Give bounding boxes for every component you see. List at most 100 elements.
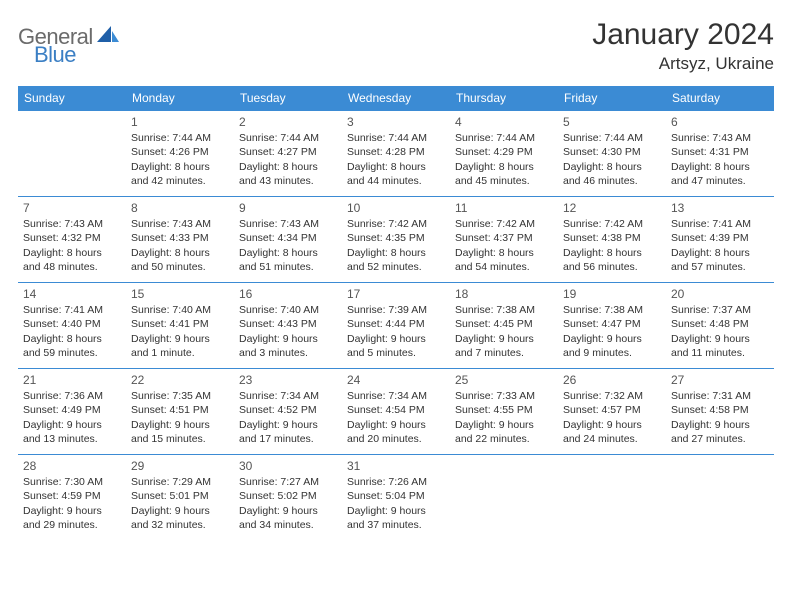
- sunrise-text: Sunrise: 7:44 AM: [131, 131, 229, 145]
- calendar-day-cell: 22Sunrise: 7:35 AMSunset: 4:51 PMDayligh…: [126, 369, 234, 455]
- daylight-text: Daylight: 9 hours and 29 minutes.: [23, 504, 121, 532]
- daylight-text: Daylight: 8 hours and 51 minutes.: [239, 246, 337, 274]
- day-number: 16: [239, 286, 337, 302]
- daylight-text: Daylight: 8 hours and 48 minutes.: [23, 246, 121, 274]
- day-number: 24: [347, 372, 445, 388]
- location-subtitle: Artsyz, Ukraine: [592, 54, 774, 74]
- day-number: 23: [239, 372, 337, 388]
- sunset-text: Sunset: 4:43 PM: [239, 317, 337, 331]
- sunrise-text: Sunrise: 7:43 AM: [131, 217, 229, 231]
- day-number: 25: [455, 372, 553, 388]
- calendar-day-cell: 27Sunrise: 7:31 AMSunset: 4:58 PMDayligh…: [666, 369, 774, 455]
- daylight-text: Daylight: 9 hours and 15 minutes.: [131, 418, 229, 446]
- calendar-day-cell: 3Sunrise: 7:44 AMSunset: 4:28 PMDaylight…: [342, 111, 450, 197]
- calendar-week-row: 21Sunrise: 7:36 AMSunset: 4:49 PMDayligh…: [18, 369, 774, 455]
- daylight-text: Daylight: 8 hours and 54 minutes.: [455, 246, 553, 274]
- calendar-day-cell: [18, 111, 126, 197]
- day-number: 29: [131, 458, 229, 474]
- sunrise-text: Sunrise: 7:44 AM: [347, 131, 445, 145]
- day-number: 1: [131, 114, 229, 130]
- daylight-text: Daylight: 8 hours and 56 minutes.: [563, 246, 661, 274]
- calendar-day-cell: 19Sunrise: 7:38 AMSunset: 4:47 PMDayligh…: [558, 283, 666, 369]
- day-number: 11: [455, 200, 553, 216]
- sunrise-text: Sunrise: 7:37 AM: [671, 303, 769, 317]
- daylight-text: Daylight: 8 hours and 43 minutes.: [239, 160, 337, 188]
- calendar-week-row: 28Sunrise: 7:30 AMSunset: 4:59 PMDayligh…: [18, 455, 774, 541]
- sunrise-text: Sunrise: 7:44 AM: [455, 131, 553, 145]
- sunset-text: Sunset: 4:52 PM: [239, 403, 337, 417]
- daylight-text: Daylight: 8 hours and 52 minutes.: [347, 246, 445, 274]
- day-number: 30: [239, 458, 337, 474]
- calendar-day-cell: 30Sunrise: 7:27 AMSunset: 5:02 PMDayligh…: [234, 455, 342, 541]
- daylight-text: Daylight: 9 hours and 37 minutes.: [347, 504, 445, 532]
- sunset-text: Sunset: 4:48 PM: [671, 317, 769, 331]
- day-number: 19: [563, 286, 661, 302]
- calendar-page: General January 2024 Artsyz, Ukraine Blu…: [0, 0, 792, 553]
- calendar-day-cell: 14Sunrise: 7:41 AMSunset: 4:40 PMDayligh…: [18, 283, 126, 369]
- calendar-day-cell: 28Sunrise: 7:30 AMSunset: 4:59 PMDayligh…: [18, 455, 126, 541]
- day-number: 13: [671, 200, 769, 216]
- daylight-text: Daylight: 9 hours and 27 minutes.: [671, 418, 769, 446]
- sunset-text: Sunset: 4:35 PM: [347, 231, 445, 245]
- sunset-text: Sunset: 5:04 PM: [347, 489, 445, 503]
- day-header: Tuesday: [234, 86, 342, 111]
- sunset-text: Sunset: 4:54 PM: [347, 403, 445, 417]
- calendar-day-cell: [666, 455, 774, 541]
- sunset-text: Sunset: 4:27 PM: [239, 145, 337, 159]
- calendar-day-cell: 25Sunrise: 7:33 AMSunset: 4:55 PMDayligh…: [450, 369, 558, 455]
- day-number: 10: [347, 200, 445, 216]
- day-number: 26: [563, 372, 661, 388]
- brand-part2-wrap: Blue: [34, 42, 76, 68]
- sunrise-text: Sunrise: 7:32 AM: [563, 389, 661, 403]
- sunset-text: Sunset: 4:31 PM: [671, 145, 769, 159]
- daylight-text: Daylight: 8 hours and 42 minutes.: [131, 160, 229, 188]
- day-number: 14: [23, 286, 121, 302]
- calendar-day-cell: 23Sunrise: 7:34 AMSunset: 4:52 PMDayligh…: [234, 369, 342, 455]
- sunset-text: Sunset: 4:39 PM: [671, 231, 769, 245]
- daylight-text: Daylight: 9 hours and 22 minutes.: [455, 418, 553, 446]
- calendar-day-cell: 1Sunrise: 7:44 AMSunset: 4:26 PMDaylight…: [126, 111, 234, 197]
- sunrise-text: Sunrise: 7:41 AM: [23, 303, 121, 317]
- calendar-day-cell: [558, 455, 666, 541]
- sunset-text: Sunset: 4:26 PM: [131, 145, 229, 159]
- calendar-day-cell: 10Sunrise: 7:42 AMSunset: 4:35 PMDayligh…: [342, 197, 450, 283]
- sunrise-text: Sunrise: 7:31 AM: [671, 389, 769, 403]
- calendar-day-cell: 21Sunrise: 7:36 AMSunset: 4:49 PMDayligh…: [18, 369, 126, 455]
- day-number: 6: [671, 114, 769, 130]
- day-number: 5: [563, 114, 661, 130]
- sunrise-text: Sunrise: 7:33 AM: [455, 389, 553, 403]
- day-number: 22: [131, 372, 229, 388]
- daylight-text: Daylight: 9 hours and 1 minute.: [131, 332, 229, 360]
- month-title: January 2024: [592, 18, 774, 52]
- day-number: 17: [347, 286, 445, 302]
- daylight-text: Daylight: 8 hours and 45 minutes.: [455, 160, 553, 188]
- sunrise-text: Sunrise: 7:42 AM: [563, 217, 661, 231]
- day-header: Thursday: [450, 86, 558, 111]
- sunset-text: Sunset: 4:32 PM: [23, 231, 121, 245]
- calendar-header-row: SundayMondayTuesdayWednesdayThursdayFrid…: [18, 86, 774, 111]
- sunset-text: Sunset: 4:30 PM: [563, 145, 661, 159]
- day-header: Wednesday: [342, 86, 450, 111]
- daylight-text: Daylight: 9 hours and 11 minutes.: [671, 332, 769, 360]
- daylight-text: Daylight: 9 hours and 32 minutes.: [131, 504, 229, 532]
- sunrise-text: Sunrise: 7:43 AM: [239, 217, 337, 231]
- calendar-day-cell: 13Sunrise: 7:41 AMSunset: 4:39 PMDayligh…: [666, 197, 774, 283]
- calendar-week-row: 1Sunrise: 7:44 AMSunset: 4:26 PMDaylight…: [18, 111, 774, 197]
- sunset-text: Sunset: 4:29 PM: [455, 145, 553, 159]
- sunset-text: Sunset: 4:33 PM: [131, 231, 229, 245]
- day-number: 18: [455, 286, 553, 302]
- daylight-text: Daylight: 8 hours and 59 minutes.: [23, 332, 121, 360]
- title-block: January 2024 Artsyz, Ukraine: [592, 18, 774, 74]
- calendar-day-cell: 9Sunrise: 7:43 AMSunset: 4:34 PMDaylight…: [234, 197, 342, 283]
- daylight-text: Daylight: 9 hours and 20 minutes.: [347, 418, 445, 446]
- daylight-text: Daylight: 9 hours and 34 minutes.: [239, 504, 337, 532]
- sunset-text: Sunset: 4:37 PM: [455, 231, 553, 245]
- sunrise-text: Sunrise: 7:43 AM: [23, 217, 121, 231]
- calendar-day-cell: 15Sunrise: 7:40 AMSunset: 4:41 PMDayligh…: [126, 283, 234, 369]
- daylight-text: Daylight: 9 hours and 24 minutes.: [563, 418, 661, 446]
- sunset-text: Sunset: 4:59 PM: [23, 489, 121, 503]
- day-number: 28: [23, 458, 121, 474]
- daylight-text: Daylight: 9 hours and 17 minutes.: [239, 418, 337, 446]
- calendar-day-cell: 24Sunrise: 7:34 AMSunset: 4:54 PMDayligh…: [342, 369, 450, 455]
- sunrise-text: Sunrise: 7:42 AM: [455, 217, 553, 231]
